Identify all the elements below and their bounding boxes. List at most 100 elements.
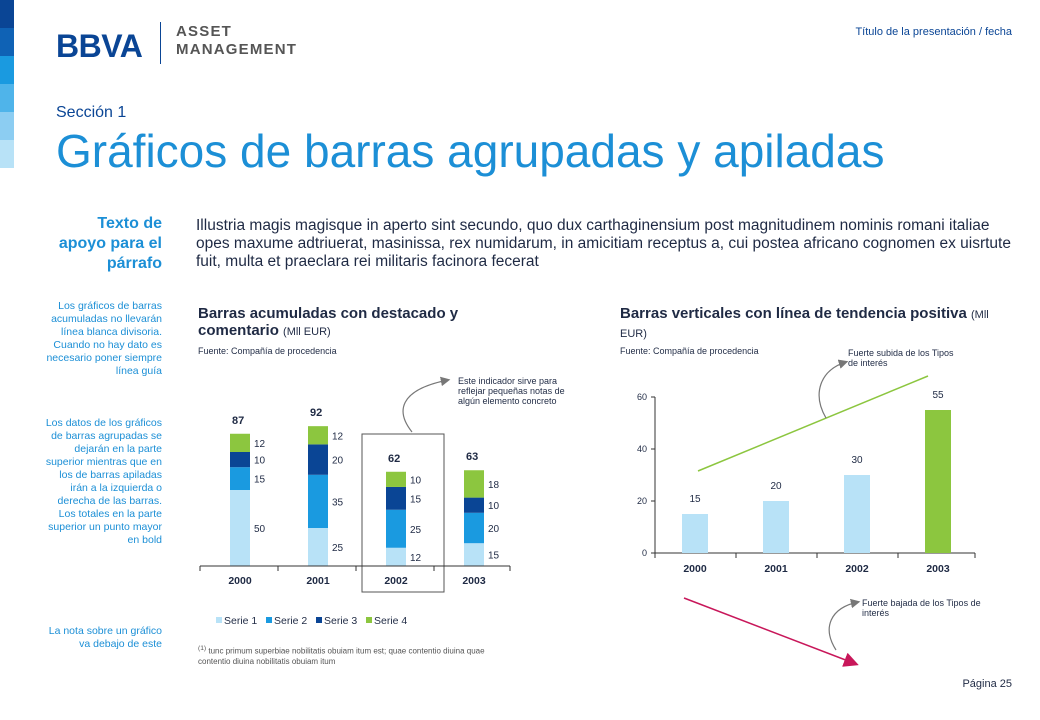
stacked-bar-segment	[464, 497, 484, 513]
stacked-bar-segment	[230, 490, 250, 566]
logo-wordmark: BBVA	[56, 28, 143, 64]
total-label: 63	[466, 451, 478, 463]
chart-annotations	[402, 359, 861, 667]
stacked-bar-segment	[308, 444, 328, 475]
left-chart-unit: (Mll EUR)	[283, 326, 331, 338]
legend-entry: Serie 3	[324, 615, 357, 627]
legend-entry: Serie 1	[224, 615, 257, 627]
total-label: 62	[388, 453, 400, 465]
segment-label: 10	[488, 501, 500, 512]
segment-label: 35	[332, 497, 344, 508]
stacked-bar-segment	[464, 543, 484, 566]
vertical-bar-chart: 0 20 40 60 15 2000 20 2001 30 2002 55 2003	[637, 375, 976, 575]
callout-arrow	[402, 376, 451, 433]
bar	[925, 410, 951, 553]
segment-label: 10	[410, 475, 422, 486]
legend-entry: Serie 4	[374, 615, 407, 627]
right-chart-unit: (Mll EUR)	[620, 309, 989, 340]
note-up-arrow	[818, 359, 849, 419]
legend-entry: Serie 2	[274, 615, 307, 627]
bar	[682, 514, 708, 553]
bar-value-label: 20	[770, 481, 782, 492]
trend-down-arrow	[683, 597, 859, 667]
note-down-arrow	[828, 598, 861, 651]
page-number: Página 25	[962, 678, 1012, 690]
segment-label: 15	[488, 551, 500, 562]
stacked-bar-segment	[230, 467, 250, 490]
left-chart-callout: Este indicador sirve para reflejar peque…	[458, 376, 565, 406]
x-tick-label: 2002	[384, 575, 408, 587]
left-chart-source: Fuente: Compañía de procedencia	[198, 346, 337, 356]
footnote-text: tunc primum superbiae nobilitatis obuiam…	[198, 646, 485, 666]
segment-label: 10	[254, 456, 266, 467]
stacked-bar-segment	[386, 486, 406, 510]
aside-note-1: Los gráficos de barras acumuladas no lle…	[46, 300, 162, 377]
segment-label: 12	[254, 439, 266, 450]
presentation-title: Título de la presentación / fecha	[855, 26, 1012, 38]
segment-label: 18	[488, 480, 500, 491]
footnote-mark: (1)	[198, 645, 207, 652]
page-title: Gráficos de barras agrupadas y apiladas	[56, 125, 885, 177]
y-tick-label: 0	[642, 548, 647, 558]
right-chart-note-up: Fuerte subida de los Tipos de interés	[848, 348, 954, 368]
right-chart-note-down: Fuerte bajada de los Tipos de interés	[862, 598, 981, 618]
left-chart-footnote: (1) tunc primum superbiae nobilitatis ob…	[198, 644, 518, 667]
segment-label: 25	[332, 543, 344, 554]
intro-paragraph: Illustria magis magisque in aperto sint …	[196, 217, 1011, 270]
y-tick-label: 20	[637, 496, 647, 506]
segment-label: 12	[332, 431, 344, 442]
segment-label: 50	[254, 524, 266, 535]
segment-label: 20	[488, 524, 500, 535]
stacked-bar-segment	[230, 452, 250, 468]
logo-sub-line1: ASSET	[176, 23, 233, 40]
stacked-bar-segment	[230, 433, 250, 452]
stacked-bar-segment	[386, 471, 406, 487]
right-chart-title-block: Barras verticales con línea de tendencia…	[620, 305, 1000, 343]
legend-swatch	[316, 617, 322, 623]
bar-value-label: 55	[932, 390, 944, 401]
x-tick-label: 2003	[926, 563, 950, 575]
section-label: Sección 1	[56, 104, 127, 121]
bar	[763, 501, 789, 553]
stacked-bar-segment	[308, 528, 328, 566]
x-tick-label: 2001	[306, 575, 330, 587]
stacked-bar-segment	[386, 547, 406, 566]
legend-swatch	[266, 617, 272, 623]
y-tick-label: 60	[637, 392, 647, 402]
logo-subtitle: ASSET MANAGEMENT	[176, 23, 297, 59]
aside-note-2: Los datos de los gráficos de barras agru…	[45, 417, 162, 546]
right-chart-title: Barras verticales con línea de tendencia…	[620, 305, 967, 322]
y-tick-label: 40	[637, 444, 647, 454]
stacked-bar-segment	[464, 470, 484, 498]
legend-swatch	[366, 617, 372, 623]
x-tick-label: 2003	[462, 575, 486, 587]
trend-line	[697, 375, 929, 472]
aside-note-3: La nota sobre un gráfico va debajo de es…	[48, 625, 162, 650]
x-tick-label: 2002	[845, 563, 869, 575]
x-tick-label: 2001	[764, 563, 788, 575]
logo-divider	[160, 22, 161, 64]
x-tick-label: 2000	[228, 575, 252, 587]
total-label: 92	[310, 407, 322, 419]
logo-sub-line2: MANAGEMENT	[176, 41, 298, 58]
bar-value-label: 15	[689, 494, 701, 505]
stacked-bar-segment	[308, 426, 328, 445]
bar	[844, 475, 870, 553]
aside-heading: Texto de apoyo para el párrafo	[58, 215, 162, 272]
right-chart-source: Fuente: Compañía de procedencia	[620, 346, 759, 356]
left-chart-title: Barras acumuladas con destacado y coment…	[198, 305, 459, 339]
stacked-bar-segment	[386, 509, 406, 548]
highlight-box	[361, 433, 445, 593]
segment-label: 25	[410, 525, 422, 536]
bar-value-label: 30	[851, 455, 863, 466]
stacked-bar-segment	[308, 474, 328, 528]
x-tick-label: 2000	[683, 563, 707, 575]
segment-label: 12	[410, 553, 422, 564]
stacked-bar-chart: 50 15 10 12 87 2000 25 35 20 12 92 2001 12 25 15 10 62 20…	[199, 407, 511, 627]
segment-label: 20	[332, 456, 344, 467]
stacked-bar-segment	[464, 512, 484, 544]
legend-swatch	[216, 617, 222, 623]
segment-label: 15	[410, 494, 422, 505]
segment-label: 15	[254, 475, 266, 486]
